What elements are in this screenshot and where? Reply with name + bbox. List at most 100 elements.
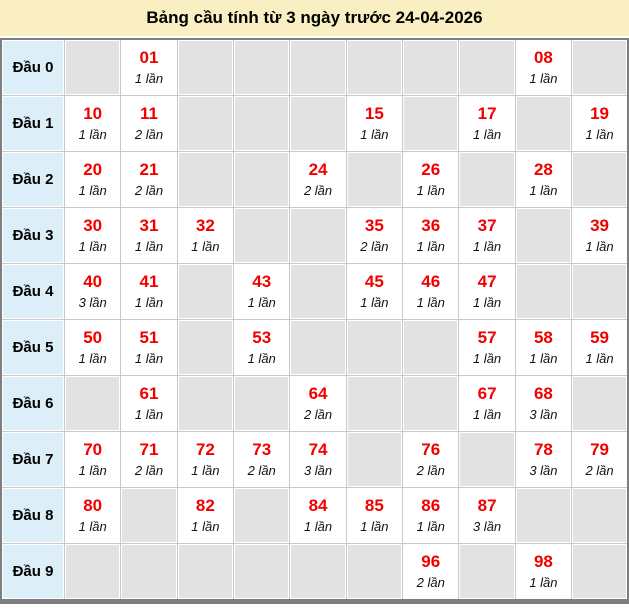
empty-cell <box>514 207 573 264</box>
stat-cell-96: 96 2 lần <box>402 543 460 602</box>
row-header-dau-8: Đầu 8 <box>0 487 65 544</box>
occurrence-count: 1 lần <box>78 182 107 198</box>
empty-cell <box>233 207 291 264</box>
pair-number: 35 <box>364 216 384 236</box>
stat-cell-21: 21 2 lần <box>120 151 178 208</box>
occurrence-count: 2 lần <box>247 462 276 478</box>
pair-number: 36 <box>421 216 441 236</box>
pair-number: 86 <box>421 496 441 516</box>
occurrence-count: 1 lần <box>191 462 220 478</box>
pair-number: 79 <box>590 440 609 460</box>
empty-cell <box>176 38 235 96</box>
occurrence-count: 1 lần <box>134 70 164 86</box>
pair-number: 37 <box>477 216 497 236</box>
empty-cell <box>233 375 291 432</box>
table-row: Đầu 3 30 1 lần 31 1 lần 32 1 lần 35 2 lần 36 1 lần… <box>0 207 629 264</box>
stat-cell-78: 78 3 lần <box>514 431 573 488</box>
occurrence-count: 1 lần <box>585 350 614 366</box>
occurrence-count: 3 lần <box>303 462 333 478</box>
pair-number: 57 <box>477 328 497 348</box>
stat-cell-26: 26 1 lần <box>402 151 460 208</box>
occurrence-count: 3 lần <box>472 518 502 534</box>
occurrence-count: 1 lần <box>247 350 276 366</box>
table-title: Bảng cầu tính từ 3 ngày trước 24-04-2026 <box>0 0 629 36</box>
occurrence-count: 1 lần <box>416 294 445 310</box>
occurrence-count: 1 lần <box>416 518 445 534</box>
pair-number: 47 <box>477 272 497 292</box>
occurrence-count: 1 lần <box>134 406 164 422</box>
empty-cell <box>458 543 516 602</box>
table-row: Đầu 4 40 3 lần 41 1 lần 43 1 lần 45 1 lần 46 1 lần… <box>0 263 629 320</box>
pair-number: 82 <box>195 496 215 516</box>
occurrence-count: 1 lần <box>247 294 276 310</box>
occurrence-count: 1 lần <box>472 238 502 254</box>
bridge-table-body: Đầu 0 01 1 lần 08 1 lần Đầu 1 10 1 lần 11 2 lần 15… <box>0 38 629 602</box>
stat-cell-32: 32 1 lần <box>176 207 235 264</box>
pair-number: 20 <box>83 160 103 180</box>
occurrence-count: 1 lần <box>472 406 502 422</box>
occurrence-count: 1 lần <box>134 238 164 254</box>
row-header-dau-3: Đầu 3 <box>0 207 65 264</box>
table-row: Đầu 2 20 1 lần 21 2 lần 24 2 lần 26 1 lần 28 1 lần <box>0 151 629 208</box>
bridge-stats-table: Đầu 0 01 1 lần 08 1 lần Đầu 1 10 1 lần 11 2 lần 15… <box>0 38 629 604</box>
stat-cell-31: 31 1 lần <box>120 207 178 264</box>
occurrence-count: 1 lần <box>416 238 445 254</box>
stat-cell-39: 39 1 lần <box>571 207 629 264</box>
occurrence-count: 1 lần <box>472 350 502 366</box>
pair-number: 72 <box>195 440 215 460</box>
stat-cell-70: 70 1 lần <box>63 431 122 488</box>
empty-cell <box>514 487 573 544</box>
stat-cell-72: 72 1 lần <box>176 431 235 488</box>
empty-cell <box>402 38 460 96</box>
occurrence-count: 1 lần <box>529 350 558 366</box>
row-header-dau-6: Đầu 6 <box>0 375 65 432</box>
occurrence-count: 3 lần <box>529 462 558 478</box>
empty-cell <box>289 543 347 602</box>
stat-cell-73: 73 2 lần <box>233 431 291 488</box>
empty-cell <box>176 375 235 432</box>
table-row: Đầu 9 96 2 lần 98 1 lần <box>0 543 629 602</box>
occurrence-count: 1 lần <box>78 126 107 142</box>
pair-number: 15 <box>364 104 384 124</box>
occurrence-count: 2 lần <box>303 182 333 198</box>
stat-cell-17: 17 1 lần <box>458 95 516 152</box>
pair-number: 19 <box>590 104 609 124</box>
row-header-dau-2: Đầu 2 <box>0 151 65 208</box>
pair-number: 51 <box>139 328 159 348</box>
stat-cell-71: 71 2 lần <box>120 431 178 488</box>
stat-cell-53: 53 1 lần <box>233 319 291 376</box>
pair-number: 32 <box>195 216 215 236</box>
pair-number: 21 <box>139 160 159 180</box>
occurrence-count: 1 lần <box>360 126 389 142</box>
table-row: Đầu 5 50 1 lần 51 1 lần 53 1 lần 57 1 lần 58 1 lần… <box>0 319 629 376</box>
stat-cell-80: 80 1 lần <box>63 487 122 544</box>
table-row: Đầu 1 10 1 lần 11 2 lần 15 1 lần 17 1 lần 19 1 lần <box>0 95 629 152</box>
empty-cell <box>120 543 178 602</box>
empty-cell <box>233 95 291 152</box>
pair-number: 10 <box>83 104 103 124</box>
empty-cell <box>345 375 404 432</box>
pair-number: 45 <box>364 272 384 292</box>
empty-cell <box>233 38 291 96</box>
pair-number: 98 <box>533 552 553 572</box>
occurrence-count: 2 lần <box>134 182 164 198</box>
empty-cell <box>458 38 516 96</box>
empty-cell <box>63 38 122 96</box>
occurrence-count: 1 lần <box>416 182 445 198</box>
pair-number: 58 <box>533 328 553 348</box>
empty-cell <box>571 38 629 96</box>
stat-cell-28: 28 1 lần <box>514 151 573 208</box>
pair-number: 30 <box>83 216 103 236</box>
pair-number: 39 <box>590 216 609 236</box>
pair-number: 96 <box>421 552 441 572</box>
pair-number: 85 <box>364 496 384 516</box>
empty-cell <box>120 487 178 544</box>
stat-cell-58: 58 1 lần <box>514 319 573 376</box>
pair-number: 59 <box>590 328 609 348</box>
pair-number: 76 <box>421 440 441 460</box>
stat-cell-86: 86 1 lần <box>402 487 460 544</box>
empty-cell <box>289 38 347 96</box>
row-header-dau-4: Đầu 4 <box>0 263 65 320</box>
occurrence-count: 1 lần <box>529 574 558 590</box>
stat-cell-30: 30 1 lần <box>63 207 122 264</box>
